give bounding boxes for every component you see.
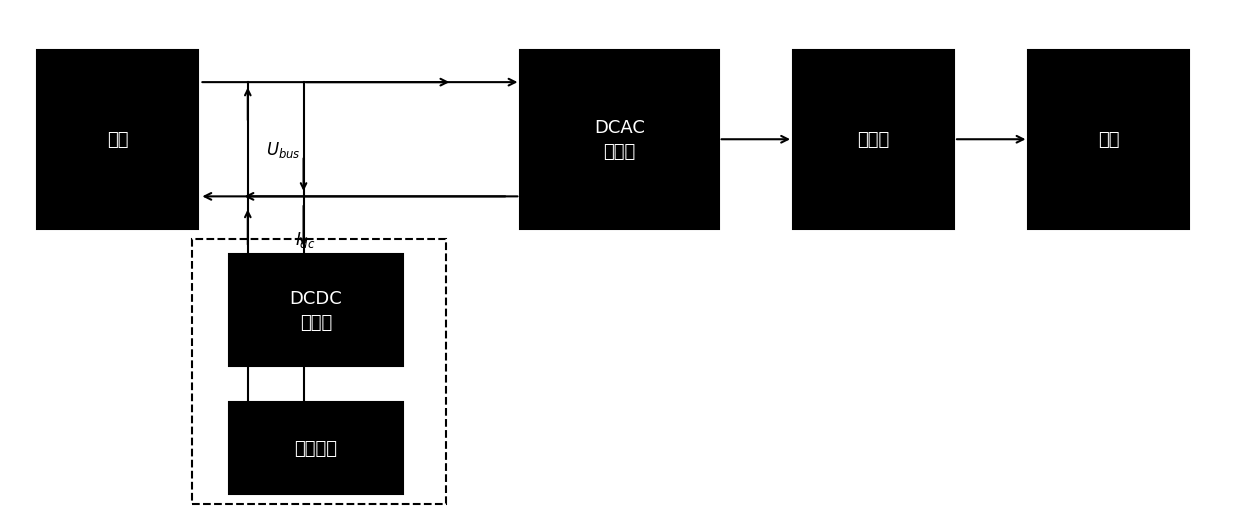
FancyBboxPatch shape <box>37 51 198 229</box>
Text: 车体: 车体 <box>1098 131 1120 149</box>
FancyBboxPatch shape <box>793 51 954 229</box>
Text: 超级电容: 超级电容 <box>295 439 337 457</box>
FancyBboxPatch shape <box>229 402 403 494</box>
Text: DCAC
转换器: DCAC 转换器 <box>593 119 646 161</box>
FancyBboxPatch shape <box>520 51 719 229</box>
FancyBboxPatch shape <box>229 254 403 366</box>
Text: $U_{bus}$: $U_{bus}$ <box>266 140 301 160</box>
Text: 电池: 电池 <box>107 131 129 149</box>
FancyBboxPatch shape <box>1028 51 1189 229</box>
Text: DCDC
变换器: DCDC 变换器 <box>290 290 342 331</box>
Text: 电动机: 电动机 <box>857 131 890 149</box>
Text: $I_{dc}$: $I_{dc}$ <box>295 229 316 249</box>
